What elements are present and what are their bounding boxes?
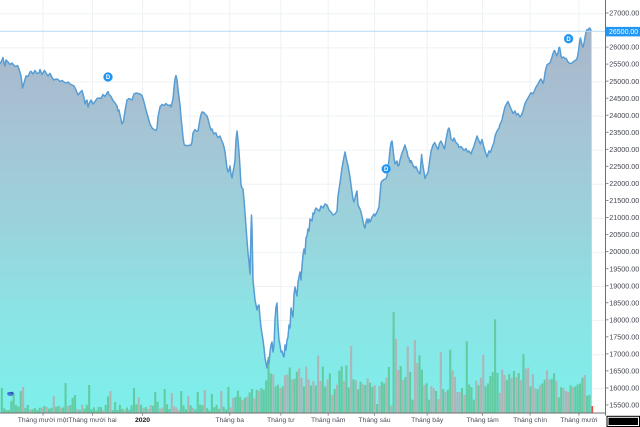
svg-text:22500.00: 22500.00: [609, 162, 639, 171]
svg-text:18000.00: 18000.00: [609, 315, 639, 324]
svg-text:19500.00: 19500.00: [609, 264, 639, 273]
svg-text:24000.00: 24000.00: [609, 111, 639, 120]
svg-text:19000.00: 19000.00: [609, 281, 639, 290]
svg-text:Tháng mười một: Tháng mười một: [18, 417, 69, 424]
svg-text:22000.00: 22000.00: [609, 179, 639, 188]
svg-text:15500.00: 15500.00: [609, 401, 639, 410]
svg-text:Tháng mười: Tháng mười: [560, 417, 598, 424]
svg-text:21500.00: 21500.00: [609, 196, 639, 205]
svg-text:Tháng năm: Tháng năm: [311, 417, 346, 424]
svg-text:27000.00: 27000.00: [609, 9, 639, 18]
svg-text:26000.00: 26000.00: [609, 43, 639, 52]
svg-text:23500.00: 23500.00: [609, 128, 639, 137]
svg-text:Tháng mười hai: Tháng mười hai: [68, 417, 117, 424]
svg-text:Tháng tám: Tháng tám: [466, 417, 499, 424]
svg-text:16500.00: 16500.00: [609, 367, 639, 376]
svg-text:2020: 2020: [135, 417, 150, 424]
svg-text:D: D: [106, 75, 111, 81]
svg-text:Tháng chín: Tháng chín: [513, 417, 547, 424]
svg-text:16000.00: 16000.00: [609, 384, 639, 393]
svg-text:18500.00: 18500.00: [609, 298, 639, 307]
svg-text:17000.00: 17000.00: [609, 349, 639, 358]
svg-text:D: D: [384, 167, 389, 173]
svg-text:26500.00: 26500.00: [609, 29, 638, 36]
svg-text:20000.00: 20000.00: [609, 247, 639, 256]
svg-text:25000.00: 25000.00: [609, 77, 639, 86]
svg-text:D: D: [566, 37, 571, 43]
svg-text:21000.00: 21000.00: [609, 213, 639, 222]
svg-text:Tháng sáu: Tháng sáu: [358, 417, 390, 424]
svg-text:Tháng tư: Tháng tư: [267, 417, 295, 424]
svg-text:Tháng ba: Tháng ba: [215, 417, 244, 424]
svg-text:23000.00: 23000.00: [609, 145, 639, 154]
svg-text:17500.00: 17500.00: [609, 332, 639, 341]
svg-text:25500.00: 25500.00: [609, 60, 639, 69]
svg-text:Tháng bảy: Tháng bảy: [411, 417, 444, 424]
svg-text:20500.00: 20500.00: [609, 230, 639, 239]
svg-text:24500.00: 24500.00: [609, 94, 639, 103]
